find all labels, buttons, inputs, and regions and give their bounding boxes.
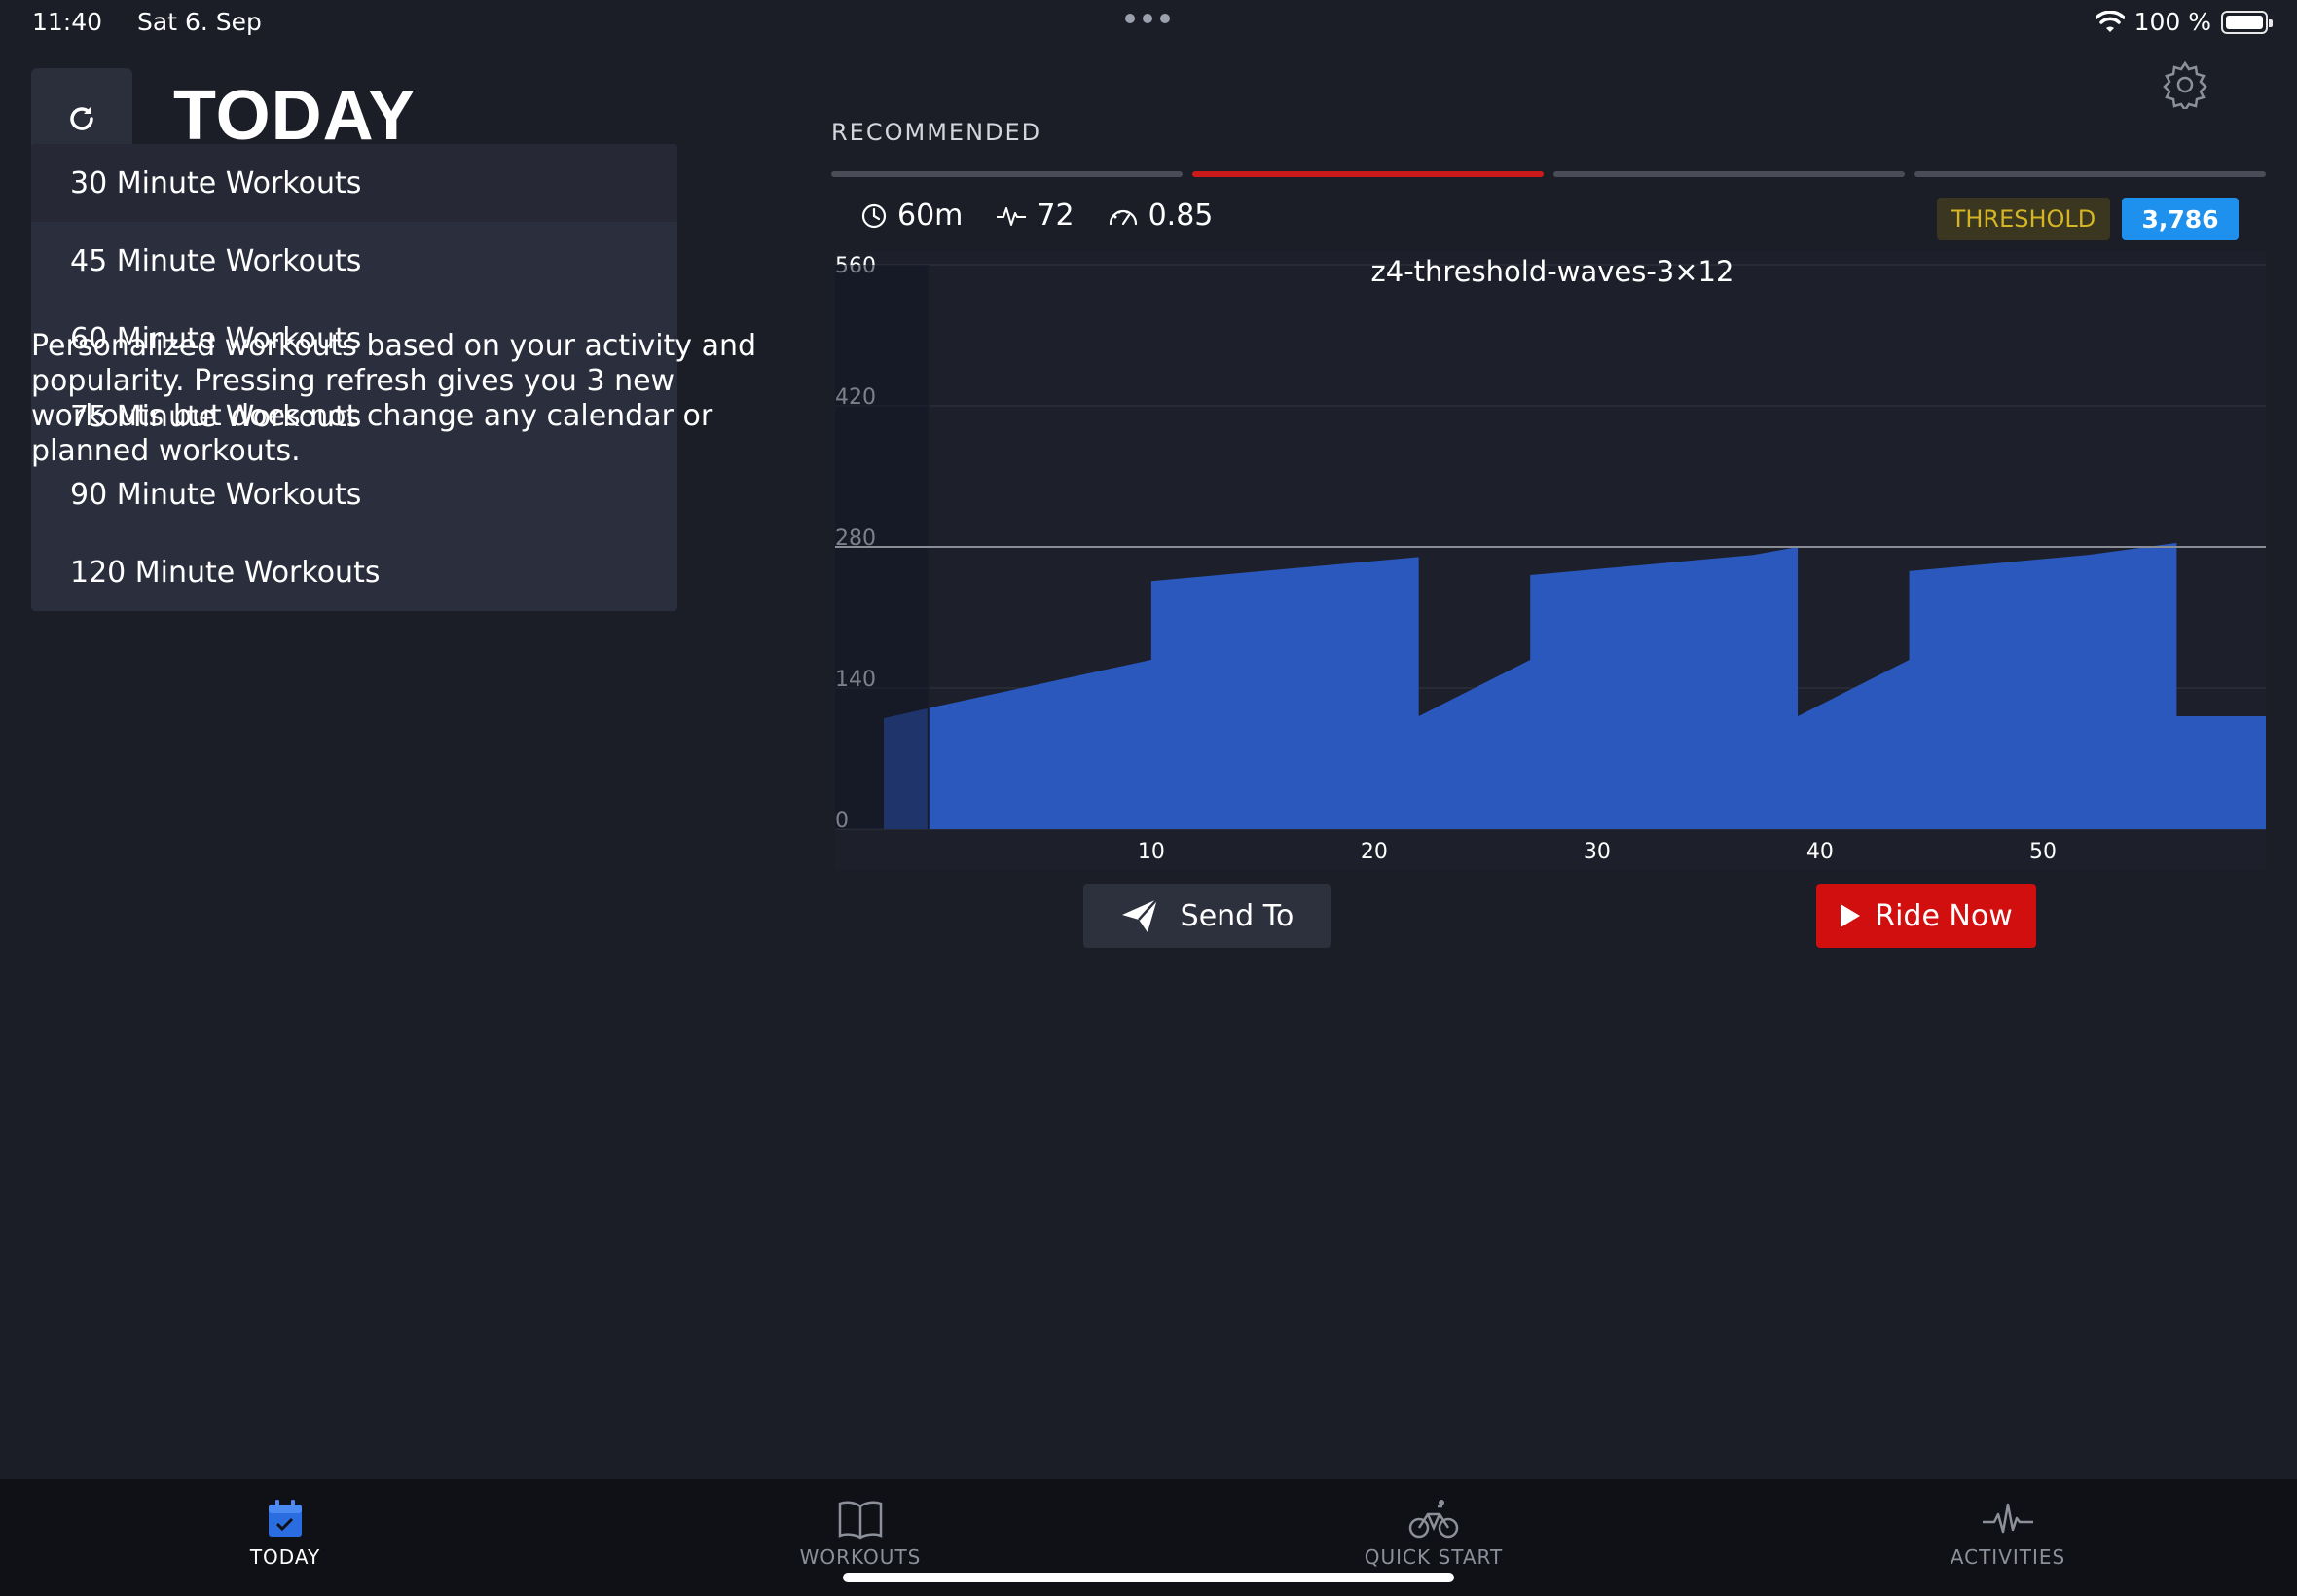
x-tick-label: 50 xyxy=(2029,840,2057,864)
duration-dropdown-menu: 30 Minute Workouts 45 Minute Workouts 60… xyxy=(31,144,677,611)
dropdown-item-30[interactable]: 30 Minute Workouts xyxy=(31,144,677,222)
category-badge: THRESHOLD xyxy=(1937,198,2110,240)
tab-today-label: TODAY xyxy=(249,1545,321,1569)
battery-icon xyxy=(2221,10,2273,34)
play-icon xyxy=(1841,904,1861,927)
status-time: 11:40 xyxy=(32,8,103,36)
info-text: Personalized workouts based on your acti… xyxy=(31,329,757,468)
pager-segment[interactable] xyxy=(831,171,1183,177)
x-tick-label: 40 xyxy=(1806,840,1834,864)
recommendation-pager[interactable] xyxy=(831,171,2266,177)
dropdown-item-60[interactable]: 60 Minute Workouts xyxy=(70,321,362,356)
calendar-check-icon xyxy=(269,1500,302,1537)
tab-quick-start-label: QUICK START xyxy=(1364,1545,1504,1569)
stat-factor: 0.85 xyxy=(1108,199,1214,233)
section-label-recommended: RECOMMENDED xyxy=(831,119,1042,146)
send-to-label: Send To xyxy=(1180,898,1294,933)
gauge-icon xyxy=(1109,209,1137,225)
tab-quick-start[interactable]: QUICK START xyxy=(1288,1499,1580,1569)
page-title: TODAY xyxy=(173,77,417,155)
tab-workouts[interactable]: WORKOUTS xyxy=(714,1499,1006,1569)
battery-percent: 100 % xyxy=(2133,8,2211,36)
home-indicator[interactable] xyxy=(843,1573,1454,1582)
send-to-button[interactable]: Send To xyxy=(1083,884,1331,948)
score-badge: 3,786 xyxy=(2122,198,2239,240)
tab-workouts-label: WORKOUTS xyxy=(799,1545,922,1569)
ride-now-label: Ride Now xyxy=(1875,898,2013,933)
stat-intensity: 72 xyxy=(996,199,1075,233)
status-indicators: 100 % xyxy=(2095,8,2273,36)
dropdown-item-75[interactable]: 75 Minute Workouts xyxy=(70,399,362,434)
x-tick-label: 10 xyxy=(1138,840,1165,864)
dropdown-item-45[interactable]: 45 Minute Workouts xyxy=(70,243,362,278)
pager-segment-active[interactable] xyxy=(1192,171,1544,177)
stat-duration-value: 60m xyxy=(897,199,964,233)
tab-activities[interactable]: ACTIVITIES xyxy=(1862,1499,2154,1569)
power-area xyxy=(884,542,2266,829)
bicycle-icon xyxy=(1408,1500,1459,1539)
dropdown-item-120[interactable]: 120 Minute Workouts xyxy=(70,555,381,590)
dropdown-item-90[interactable]: 90 Minute Workouts xyxy=(70,477,362,512)
stat-intensity-value: 72 xyxy=(1037,199,1075,233)
x-tick-label: 30 xyxy=(1584,840,1611,864)
workout-stats: 60m 72 0.85 xyxy=(860,199,1213,233)
tab-activities-label: ACTIVITIES xyxy=(1950,1545,2066,1569)
workout-chart-svg: 01402804205601020304050 xyxy=(835,254,2266,864)
wifi-icon xyxy=(2095,10,2125,32)
settings-button[interactable] xyxy=(2161,60,2209,113)
status-bar: 11:40 Sat 6. Sep 100 % xyxy=(0,0,2297,49)
multitasking-dots[interactable] xyxy=(1125,14,1170,23)
paper-plane-icon xyxy=(1121,898,1158,932)
tab-today[interactable]: TODAY xyxy=(139,1499,431,1569)
x-tick-label: 20 xyxy=(1361,840,1388,864)
status-time-date: 11:40 Sat 6. Sep xyxy=(32,8,289,36)
pulse-icon xyxy=(997,206,1027,226)
pager-segment[interactable] xyxy=(1553,171,1905,177)
clock-icon xyxy=(861,203,887,228)
status-date: Sat 6. Sep xyxy=(137,8,262,36)
workout-chart[interactable]: 01402804205601020304050 xyxy=(835,251,2266,870)
stat-factor-value: 0.85 xyxy=(1148,199,1214,233)
ride-now-button[interactable]: Ride Now xyxy=(1816,884,2036,948)
activity-pulse-icon xyxy=(1983,1503,2033,1534)
book-icon xyxy=(838,1501,883,1540)
gear-icon xyxy=(2163,60,2207,113)
pager-segment[interactable] xyxy=(1914,171,2266,177)
refresh-icon xyxy=(70,106,93,130)
stat-duration: 60m xyxy=(860,199,963,233)
